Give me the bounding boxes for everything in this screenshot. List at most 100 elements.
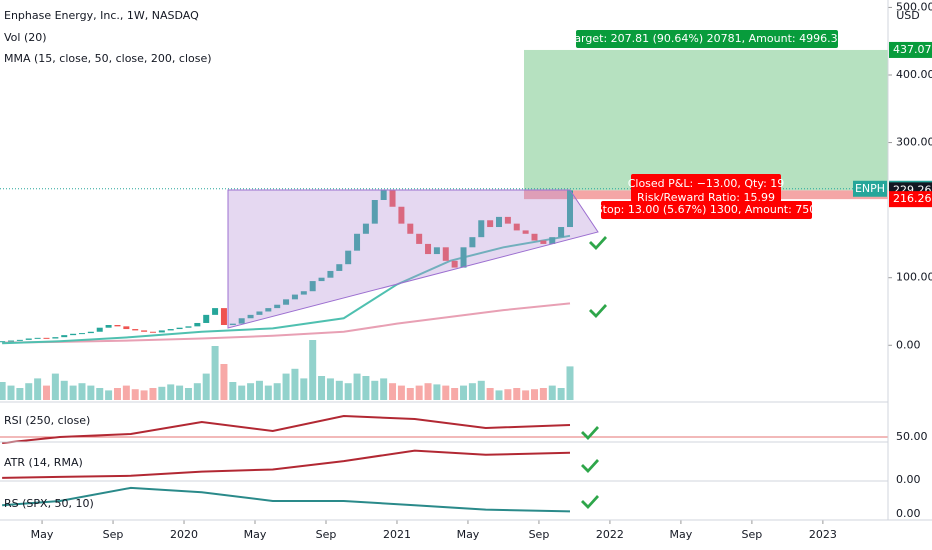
volume-bar — [264, 385, 272, 400]
checkmark — [581, 495, 599, 509]
y-tick-label: 100.00 — [896, 271, 932, 284]
candle — [398, 206, 405, 224]
volume-bar — [78, 383, 86, 400]
target-label-bg — [576, 30, 838, 48]
candle — [496, 216, 503, 228]
volume-bar — [184, 388, 192, 400]
candle — [105, 325, 112, 328]
x-tick-label: 2022 — [596, 528, 624, 541]
y-tick-label: 400.00 — [896, 68, 932, 81]
volume-bar — [442, 385, 450, 400]
volume-bar — [477, 380, 485, 400]
x-tick-label: 2020 — [170, 528, 198, 541]
candle — [522, 230, 529, 234]
pnl-label-bg — [631, 174, 781, 202]
candle — [531, 233, 538, 241]
triangle-drawing — [227, 189, 599, 329]
volume-bar — [548, 385, 556, 400]
y-tick-label: 500.00 — [896, 0, 932, 13]
indicator-level-label: 0.00 — [896, 507, 921, 520]
candle — [43, 337, 50, 339]
volume-bar — [353, 373, 361, 400]
volume-bar — [60, 380, 68, 400]
candle — [256, 311, 263, 315]
candle — [549, 237, 556, 244]
candle — [132, 329, 139, 331]
volume-bar — [362, 376, 370, 400]
candle — [425, 243, 432, 255]
rr-label: Risk/Reward Ratio: 15.99 — [637, 191, 775, 204]
x-tick-label: Sep — [529, 528, 550, 541]
candle — [194, 322, 201, 327]
stop-label-bg — [601, 201, 812, 219]
candle — [460, 247, 467, 268]
candle — [87, 331, 94, 334]
volume-bar — [282, 373, 290, 400]
candle — [336, 264, 343, 271]
candle — [61, 335, 68, 338]
candle — [176, 327, 183, 330]
candle — [149, 331, 156, 333]
volume-bar — [167, 384, 175, 400]
volume-bar — [495, 390, 503, 400]
x-tick-label: May — [244, 528, 267, 541]
volume-bar — [522, 390, 530, 400]
x-tick-label: Sep — [742, 528, 763, 541]
candle — [345, 250, 352, 265]
candle — [203, 314, 210, 323]
candle — [158, 330, 165, 333]
symbol-tag-bg — [853, 180, 887, 197]
volume-bar — [255, 380, 263, 400]
volume-bar — [557, 388, 565, 400]
candle — [566, 190, 573, 228]
candle — [283, 299, 290, 305]
volume-bar — [25, 383, 33, 400]
candle — [274, 304, 281, 309]
candle — [451, 260, 458, 268]
indicator-line — [2, 414, 571, 444]
ma-legend: MMA (15, close, 50, close, 200, close) — [4, 52, 212, 65]
candle — [114, 325, 121, 327]
candle — [238, 318, 245, 324]
volume-bar — [344, 383, 352, 400]
candle — [513, 223, 520, 231]
candle — [407, 223, 414, 234]
volume-bar — [16, 388, 24, 400]
checkmarks — [581, 236, 607, 509]
volume-bar — [105, 390, 113, 400]
volume-bar — [566, 366, 574, 400]
x-tick-label: Sep — [103, 528, 124, 541]
volume-bar — [122, 385, 130, 400]
candle — [141, 330, 148, 332]
volume-bar — [531, 389, 539, 400]
price-tag: 437.07 — [893, 43, 932, 56]
candle — [380, 190, 387, 200]
candle — [478, 220, 485, 238]
candle — [167, 329, 174, 331]
volume-bar — [158, 386, 166, 400]
volume-bar — [34, 378, 42, 400]
volume-legend: Vol (20) — [4, 31, 47, 44]
volume-bar — [486, 388, 494, 400]
candle — [96, 327, 103, 332]
volume-bar — [202, 373, 210, 400]
volume-bar — [415, 385, 423, 400]
candle — [185, 326, 192, 328]
candle — [265, 308, 272, 312]
candle — [442, 247, 449, 261]
volume-bar — [326, 378, 334, 400]
volume-bar — [96, 388, 104, 400]
candle — [34, 337, 41, 339]
price-tag: 216.26 — [893, 192, 932, 205]
candle — [247, 314, 254, 319]
candle — [123, 326, 130, 330]
candle — [78, 333, 85, 335]
volume-bar — [389, 383, 397, 400]
target-zone — [524, 49, 888, 191]
volume-bar — [380, 378, 388, 400]
currency: USD — [896, 9, 920, 22]
y-tick-label: 0.00 — [896, 338, 921, 351]
volume-bar — [229, 382, 237, 400]
candle — [318, 277, 325, 282]
checkmark — [589, 304, 607, 318]
